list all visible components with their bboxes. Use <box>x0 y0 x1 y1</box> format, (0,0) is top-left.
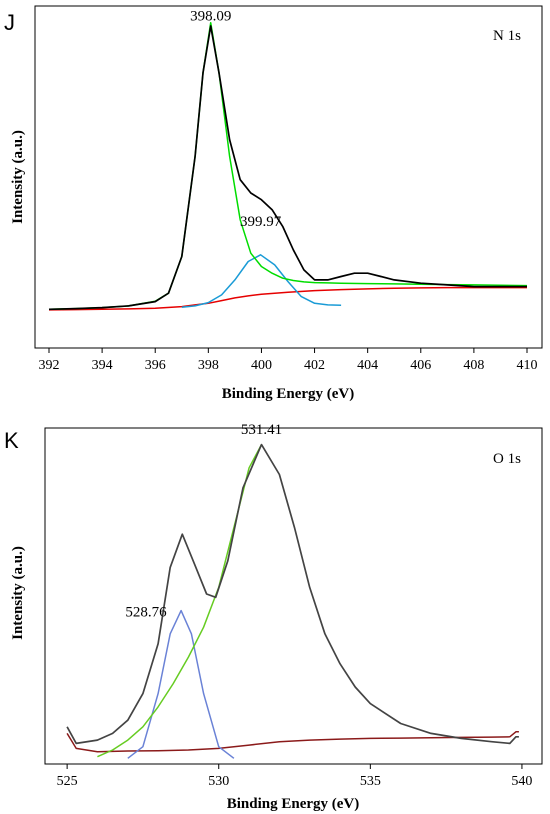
peak-label: 399.97 <box>240 214 282 230</box>
fit-curve <box>97 444 263 758</box>
panel-j-chart: J N 1s Binding Energy (eV) Intensity (a.… <box>4 5 543 402</box>
x-tick-label: 540 <box>511 774 532 789</box>
x-tick-label: 402 <box>304 358 325 373</box>
x-tick-label: 394 <box>92 358 113 373</box>
component-curve <box>127 609 235 759</box>
x-tick-label: 525 <box>57 774 78 789</box>
x-tick-label: 530 <box>208 774 229 789</box>
x-tick-label: 398 <box>198 358 219 373</box>
plot-frame <box>34 5 543 349</box>
fit-curve <box>48 21 528 311</box>
component-curve <box>181 254 342 309</box>
background-curve <box>48 286 527 311</box>
x-tick-label: 535 <box>360 774 381 789</box>
region-label-o1s: O 1s <box>493 451 521 467</box>
plot-frame <box>44 427 543 765</box>
x-tick-label: 406 <box>410 358 431 373</box>
panel-letter-k: K <box>4 428 19 453</box>
curves <box>48 21 528 311</box>
x-tick-label: 392 <box>39 358 60 373</box>
x-ticks: 392 394 396 398 400 402 404 406 408 410 <box>39 348 538 373</box>
x-ticks: 525 530 535 540 <box>57 764 532 789</box>
peak-labels: 531.41 528.76 <box>125 422 282 621</box>
peak-labels: 398.09 399.97 <box>190 8 282 229</box>
region-label-n1s: N 1s <box>493 28 521 44</box>
peak-label: 531.41 <box>241 422 282 438</box>
x-axis-title: Binding Energy (eV) <box>227 796 360 812</box>
peak-label: 398.09 <box>190 8 231 24</box>
curves <box>66 443 519 759</box>
x-tick-label: 410 <box>517 358 538 373</box>
raw-curve <box>66 443 519 745</box>
background-curve <box>66 731 519 753</box>
panel-letter-j: J <box>4 10 15 35</box>
panel-k-chart: K O 1s Binding Energy (eV) Intensity (a.… <box>4 422 543 812</box>
raw-curve <box>48 25 527 311</box>
peak-label: 528.76 <box>125 605 167 621</box>
x-tick-label: 404 <box>357 358 378 373</box>
x-axis-title: Binding Energy (eV) <box>222 386 355 402</box>
x-tick-label: 396 <box>145 358 166 373</box>
x-tick-label: 408 <box>463 358 484 373</box>
y-axis-title: Intensity (a.u.) <box>10 546 26 640</box>
y-axis-title: Intensity (a.u.) <box>10 130 26 224</box>
x-tick-label: 400 <box>251 358 272 373</box>
